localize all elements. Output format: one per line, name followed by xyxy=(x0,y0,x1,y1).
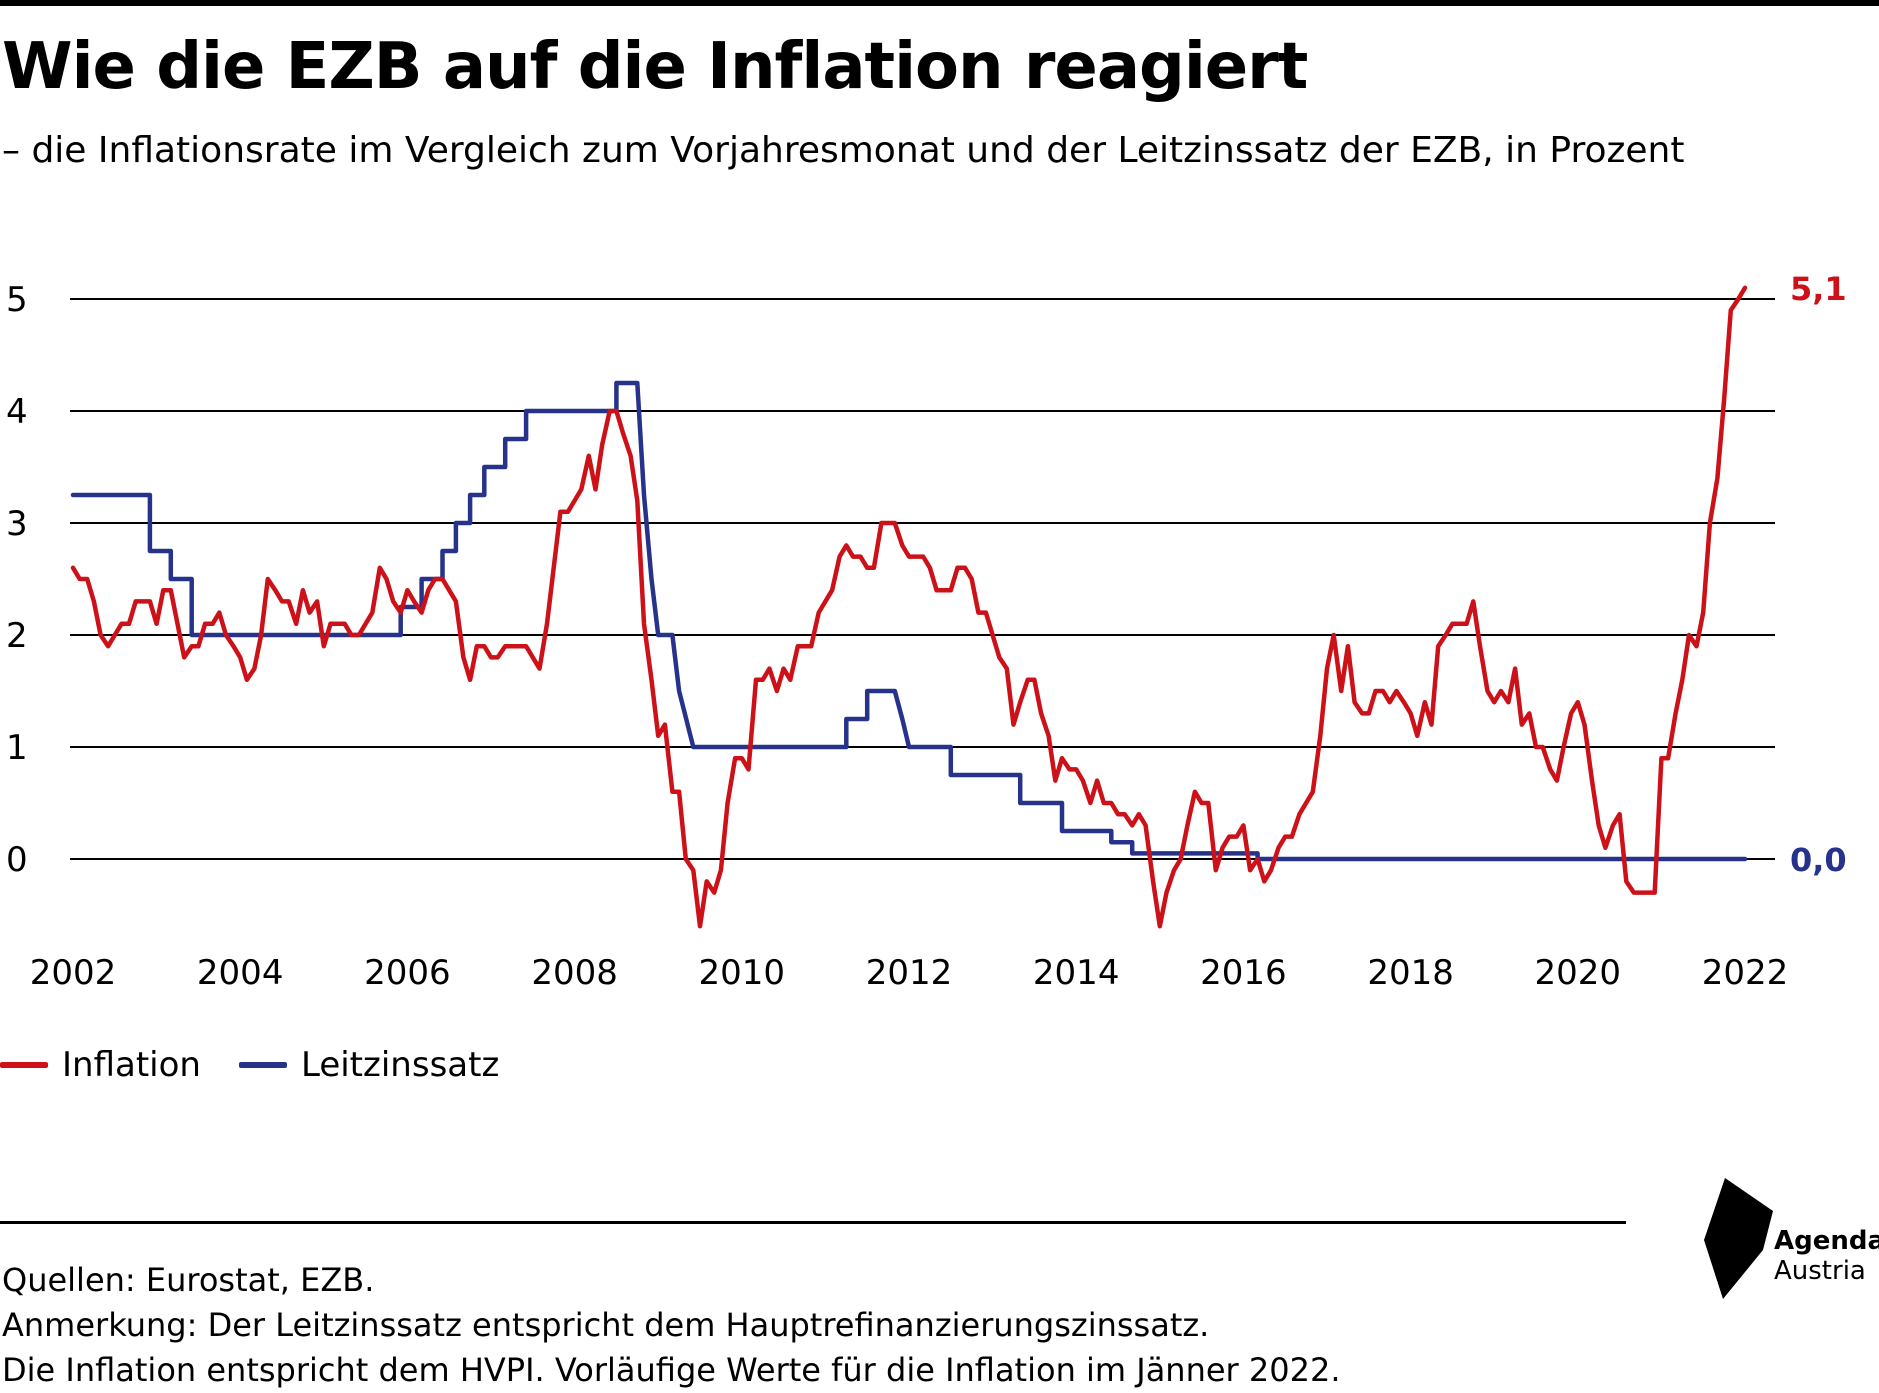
inflation-line xyxy=(70,285,1748,929)
y-tick-label: 3 xyxy=(6,504,28,544)
x-tick-label: 2002 xyxy=(30,953,117,993)
x-tick-label: 2018 xyxy=(1367,953,1454,993)
y-tick-label: 2 xyxy=(6,616,28,656)
note-line: Anmerkung: Der Leitzinssatz entspricht d… xyxy=(2,1306,1210,1344)
note-line: Die Inflation entspricht dem HVPI. Vorlä… xyxy=(2,1351,1341,1389)
y-tick-label: 1 xyxy=(6,728,28,768)
x-tick-label: 2006 xyxy=(364,953,451,993)
x-tick-label: 2022 xyxy=(1702,953,1789,993)
y-tick-label: 0 xyxy=(6,840,28,880)
y-axis-ticks: 0 1 2 3 4 5 xyxy=(6,280,28,880)
legend-swatch-inflation xyxy=(0,1062,48,1068)
chart-subtitle: – die Inflationsrate im Vergleich zum Vo… xyxy=(2,130,1685,171)
x-axis-ticks: 2002 2004 2006 2008 2010 2012 2014 2016 2018 2020… xyxy=(30,953,1789,993)
x-tick-label: 2014 xyxy=(1033,953,1120,993)
logo-line-2: Austria xyxy=(1774,1256,1866,1286)
leitzinssatz-line xyxy=(70,380,1748,862)
legend-item-inflation: Inflation xyxy=(0,1045,201,1085)
x-tick-label: 2008 xyxy=(531,953,618,993)
legend-label-leitzinssatz: Leitzinssatz xyxy=(300,1045,500,1085)
y-tick-label: 5 xyxy=(6,280,28,320)
chart-title: Wie die EZB auf die Inflation reagiert xyxy=(2,30,1308,104)
inflation-end-label: 5,1 xyxy=(1790,270,1847,308)
x-tick-label: 2016 xyxy=(1200,953,1287,993)
x-tick-label: 2012 xyxy=(866,953,953,993)
source-notes: Quellen: Eurostat, EZB. Anmerkung: Der L… xyxy=(2,1258,1340,1393)
agenda-austria-logo xyxy=(1704,1178,1773,1299)
logo-text: Agenda Austria xyxy=(1774,1226,1879,1286)
logo-line-1: Agenda xyxy=(1774,1226,1879,1256)
gridlines xyxy=(70,298,1775,860)
leitzinssatz-end-label: 0,0 xyxy=(1790,841,1847,879)
y-tick-label: 4 xyxy=(6,392,28,432)
source-line: Quellen: Eurostat, EZB. xyxy=(2,1261,375,1299)
end-labels: 5,1 0,0 xyxy=(1790,270,1847,879)
x-tick-label: 2004 xyxy=(197,953,284,993)
x-tick-label: 2020 xyxy=(1535,953,1622,993)
top-rule xyxy=(0,0,1879,6)
x-tick-label: 2010 xyxy=(699,953,786,993)
legend-item-leitzinssatz: Leitzinssatz xyxy=(238,1045,500,1085)
series-lines xyxy=(70,285,1748,929)
bottom-rule xyxy=(0,1221,1626,1224)
legend: Inflation Leitzinssatz xyxy=(0,1045,537,1085)
legend-label-inflation: Inflation xyxy=(62,1045,201,1085)
logo-mark-icon xyxy=(1704,1178,1773,1299)
legend-swatch-leitzinssatz xyxy=(238,1062,287,1068)
